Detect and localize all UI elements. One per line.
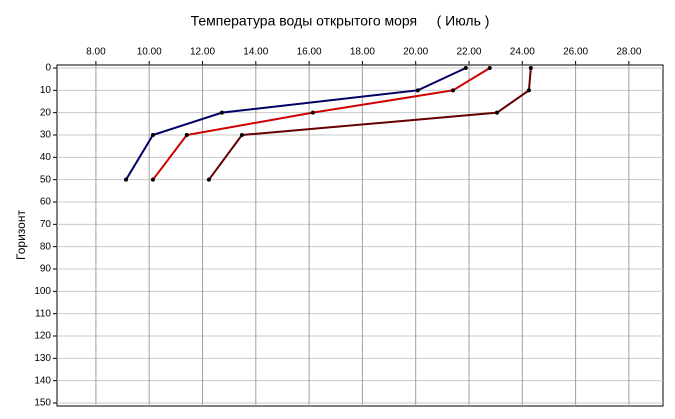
point: [528, 66, 533, 70]
y-tick-label: 60: [40, 197, 52, 208]
point: [463, 66, 468, 70]
y-tick-label: 40: [40, 152, 52, 163]
y-tick-label: 110: [35, 308, 51, 319]
point: [451, 88, 456, 93]
point: [310, 110, 315, 115]
x-tick-label: 18.00: [350, 47, 375, 58]
x-tick-label: 22.00: [456, 47, 481, 58]
y-axis-label: Горизонт: [14, 210, 28, 260]
point: [150, 133, 155, 137]
x-tick-label: 14.00: [243, 47, 268, 58]
y-tick-label: 90: [40, 264, 52, 275]
point: [494, 110, 499, 115]
y-tick-label: 130: [34, 353, 51, 364]
x-tick-label: 26.00: [563, 47, 588, 58]
y-tick-label: 10: [40, 85, 52, 96]
point: [239, 133, 244, 137]
y-tick-label: 80: [40, 241, 52, 252]
y-tick-label: 100: [34, 286, 51, 297]
point: [487, 66, 492, 70]
y-tick-label: 20: [40, 107, 52, 118]
y-tick-label: 50: [40, 174, 52, 185]
y-tick-label: 140: [34, 375, 51, 386]
chart-title: Температура воды открытого моря ( Июль ): [191, 13, 490, 29]
x-tick-label: 8.00: [86, 47, 106, 58]
x-tick-label: 24.00: [510, 47, 535, 58]
plot-area: [56, 64, 664, 407]
point: [150, 177, 155, 182]
y-tick-label: 120: [34, 331, 51, 342]
point: [415, 88, 420, 93]
point: [184, 133, 189, 137]
x-tick-label: 16.00: [297, 47, 322, 58]
point: [219, 110, 224, 115]
x-tick-label: 28.00: [616, 47, 641, 58]
x-tick-label: 10.00: [137, 47, 162, 58]
point: [206, 177, 211, 182]
point: [526, 88, 531, 93]
x-tick-label: 20.00: [403, 47, 428, 58]
point: [124, 177, 129, 182]
y-tick-label: 0: [45, 63, 51, 74]
y-tick-label: 30: [40, 130, 52, 141]
x-tick-label: 12.00: [190, 47, 215, 58]
y-tick-label: 150: [34, 398, 51, 409]
y-tick-label: 70: [40, 219, 52, 230]
